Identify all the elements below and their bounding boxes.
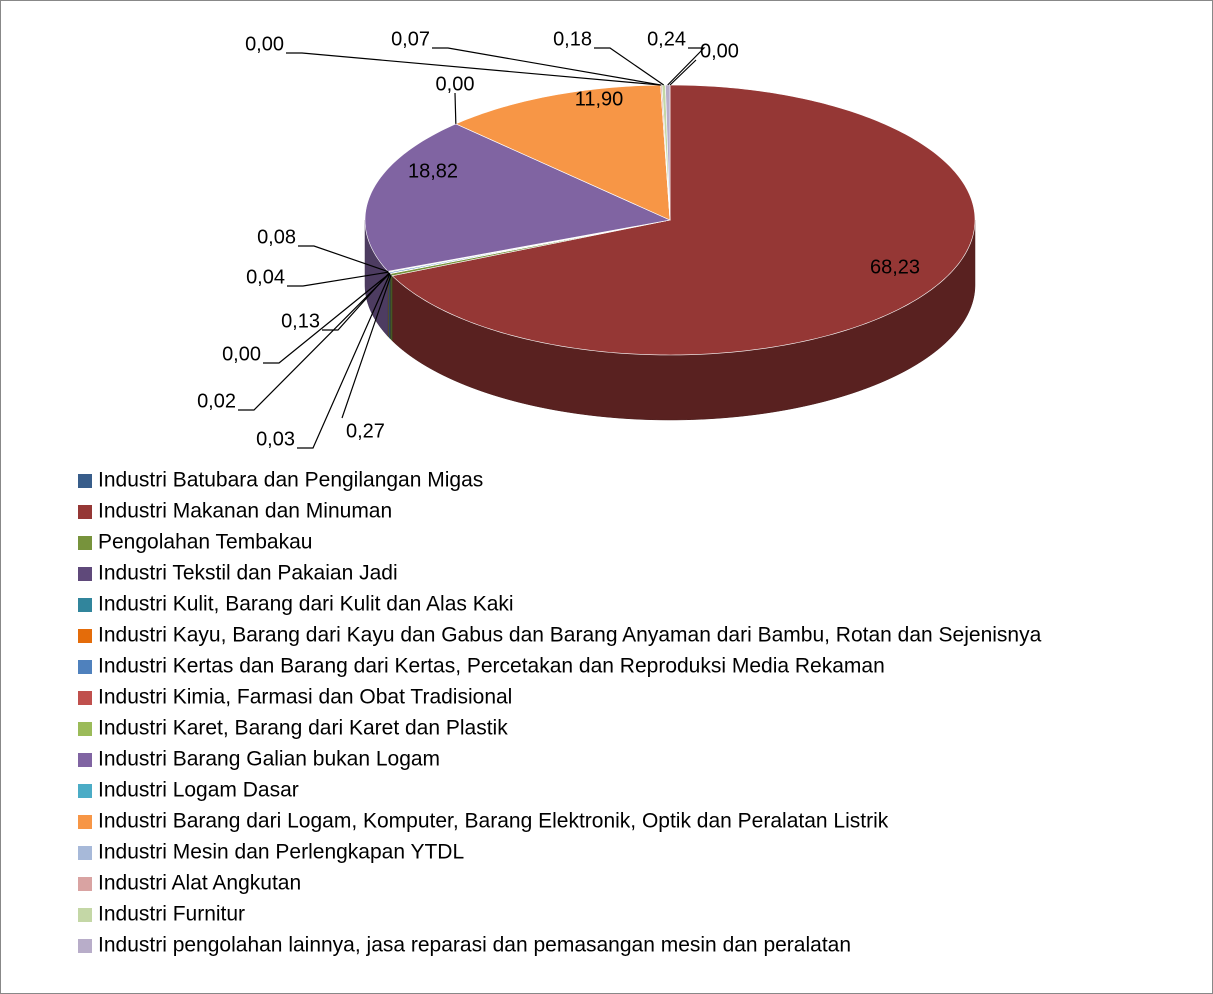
legend-label: Industri Kertas dan Barang dari Kertas, … [98, 655, 885, 678]
legend-label: Industri Tekstil dan Pakaian Jadi [98, 562, 398, 585]
legend-label: Industri Alat Angkutan [98, 872, 301, 895]
data-label: 0,03 [256, 428, 295, 450]
slice-side [389, 273, 393, 342]
legend-label: Industri Furnitur [98, 903, 245, 926]
legend-label: Industri Makanan dan Minuman [98, 500, 392, 523]
legend-swatch [78, 505, 92, 519]
leader-line [669, 59, 697, 86]
legend-label: Industri pengolahan lainnya, jasa repara… [98, 934, 851, 957]
leader-line [432, 47, 662, 86]
legend-swatch [78, 722, 92, 736]
legend-swatch [78, 784, 92, 798]
legend-swatch [78, 908, 92, 922]
legend-label: Industri Kimia, Farmasi dan Obat Tradisi… [98, 686, 512, 709]
data-label: 0,08 [257, 226, 296, 248]
legend-label: Industri Batubara dan Pengilangan Migas [98, 469, 483, 492]
data-label: 68,23 [870, 256, 920, 278]
leader-line [263, 272, 391, 364]
leader-line [594, 47, 665, 86]
legend-swatch [78, 474, 92, 488]
leader-line [298, 245, 389, 273]
data-label: 0,27 [346, 420, 385, 442]
data-label: 0,07 [391, 28, 430, 50]
leader-line [667, 47, 706, 86]
legend-label: Industri Kulit, Barang dari Kulit dan Al… [98, 593, 514, 616]
legend-swatch [78, 536, 92, 550]
legend-swatch [78, 877, 92, 891]
leader-line [297, 273, 391, 449]
legend-label: Pengolahan Tembakau [98, 531, 312, 554]
leader-line [322, 272, 390, 331]
data-label: 0,00 [222, 343, 261, 365]
legend-swatch [78, 629, 92, 643]
legend-label: Industri Barang Galian bukan Logam [98, 748, 440, 771]
legend-swatch [78, 939, 92, 953]
legend-swatch [78, 691, 92, 705]
legend-label: Industri Kayu, Barang dari Kayu dan Gabu… [98, 624, 1042, 647]
legend-swatch [78, 846, 92, 860]
legend-label: Industri Logam Dasar [98, 779, 299, 802]
slice [391, 84, 976, 356]
leader-line [287, 271, 389, 287]
slice [364, 123, 672, 272]
leader-line [341, 274, 392, 419]
leader-line [286, 52, 661, 86]
legend-label: Industri Mesin dan Perlengkapan YTDL [98, 841, 464, 864]
legend-swatch [78, 567, 92, 581]
leader-line [454, 92, 457, 124]
data-label: 0,00 [436, 73, 475, 95]
data-label: 0,00 [245, 33, 284, 55]
legend-swatch [78, 598, 92, 612]
legend-label: Industri Karet, Barang dari Karet dan Pl… [98, 717, 508, 740]
data-label: 18,82 [408, 160, 458, 182]
legend-swatch [78, 753, 92, 767]
leader-line [238, 272, 391, 411]
data-label: 0,04 [246, 266, 285, 288]
data-label: 11,90 [575, 88, 624, 110]
data-label: 0,13 [281, 310, 320, 332]
data-label: 0,00 [700, 40, 739, 62]
legend-label: Industri Barang dari Logam, Komputer, Ba… [98, 810, 889, 833]
slice [455, 84, 671, 221]
data-label: 0,18 [553, 28, 592, 50]
data-label: 0,02 [197, 390, 236, 412]
legend-swatch [78, 660, 92, 674]
legend-swatch [78, 815, 92, 829]
data-label: 0,24 [647, 28, 686, 50]
